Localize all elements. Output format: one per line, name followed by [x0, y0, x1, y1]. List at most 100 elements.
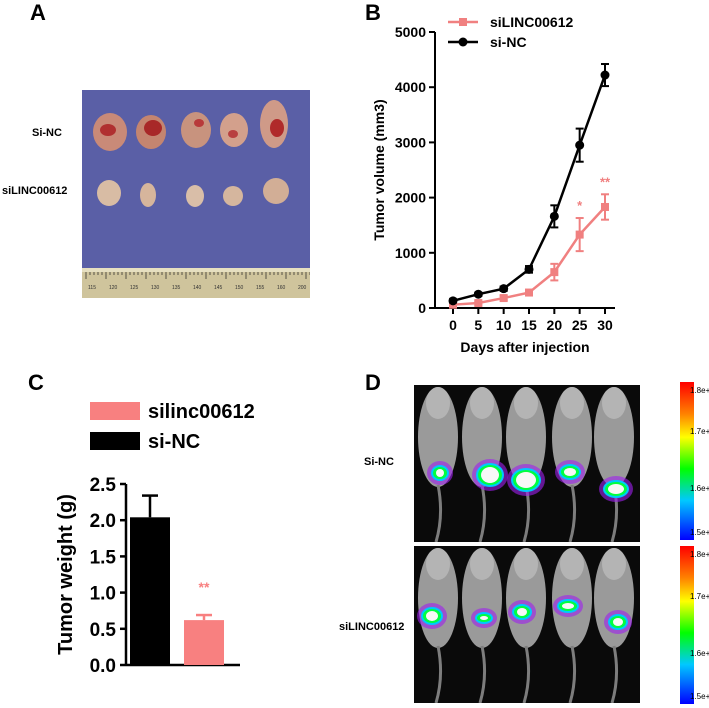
scale-bottom-min: 1.5e+003 [690, 692, 709, 701]
scale-top-mid1: 1.7e+003 [690, 427, 709, 436]
legend-marker [459, 18, 467, 26]
significance-mark: ** [600, 174, 611, 189]
signal-core [608, 484, 624, 494]
legend-label-si-NC: si-NC [490, 34, 527, 50]
tumor-row-bottom [97, 178, 289, 207]
mouse-tail [522, 645, 531, 703]
data-point-circle [448, 296, 458, 306]
scale-top-max: 1.8e+003 [690, 386, 709, 395]
ruler-tick-label: 200 [298, 285, 307, 291]
color-scale-bar-bottom [680, 546, 694, 704]
panel-letter-a: A [30, 0, 46, 25]
scale-top-labels: 1.8e+003 1.7e+003 1.6e+003 1.5e+003 [690, 382, 709, 540]
mouse-tail [568, 484, 577, 542]
signal-core [613, 618, 623, 626]
legend-swatch-si-NC [90, 432, 140, 450]
data-point-square [550, 268, 559, 277]
x-tick-label: 0 [449, 317, 457, 333]
mouse-head [602, 548, 626, 580]
tumor-photo: 115 120 125 130 135 140 145 150 155 160 200 [82, 90, 310, 298]
color-scale-bar-top [680, 382, 694, 540]
legend-label-si-NC: si-NC [148, 431, 200, 453]
ruler-tick-label: 115 [88, 285, 96, 291]
data-point-square [474, 299, 483, 308]
bioluminescence-image-bottom [414, 546, 640, 703]
panel-letter-d: D [365, 370, 381, 395]
data-point-circle [499, 284, 509, 294]
mouse-tail [478, 645, 487, 703]
y-axis-label: Tumor volume (mm3) [371, 99, 387, 240]
scale-top-mid2: 1.6e+003 [690, 484, 709, 493]
signal-core [564, 468, 576, 476]
scale-bottom-max: 1.8e+003 [690, 550, 709, 559]
data-point-circle [473, 289, 483, 299]
mouse-head [560, 387, 584, 419]
mouse-head [470, 548, 494, 580]
photo-d-row-top-label: Si-NC [364, 456, 394, 468]
mouse-body [506, 548, 546, 648]
photo-a-row-bottom-label: siLINC00612 [2, 185, 68, 197]
mouse-head [426, 387, 450, 419]
x-tick-label: 25 [572, 317, 588, 333]
ruler-tick-label: 125 [130, 285, 139, 291]
chart-c-tumor-weight: 0.0 0.5 1.0 1.5 2.0 2.5 Tumor weight (g) ** sili… [55, 401, 255, 677]
signal-core [516, 472, 536, 488]
mouse-head [426, 548, 450, 580]
x-axis-label: Days after injection [460, 339, 589, 355]
data-point-square [575, 230, 584, 239]
signal-core [562, 603, 574, 609]
mouse-body [418, 387, 458, 487]
ruler-tick-label: 130 [151, 285, 160, 291]
mouse [594, 387, 634, 542]
y-tick-label: 2.5 [90, 475, 117, 496]
mouse-tail [610, 645, 619, 703]
y-tick-label: 3000 [395, 134, 426, 150]
mouse [506, 548, 546, 703]
significance-mark: * [577, 198, 583, 213]
bar-silinc00612 [184, 620, 224, 665]
y-tick-label: 0.5 [90, 620, 117, 641]
mouse [462, 548, 502, 703]
data-point-circle [575, 140, 585, 150]
ruler-tick-label: 155 [256, 285, 265, 291]
ruler-tick-label: 145 [214, 285, 223, 291]
y-tick-label: 2000 [395, 190, 426, 206]
mouse [552, 548, 592, 703]
y-tick-label: 5000 [395, 24, 426, 40]
photo-d-row-bottom-label: siLINC00612 [339, 621, 405, 633]
mouse-head [560, 548, 584, 580]
bioluminescence-image-top [414, 385, 640, 542]
mouse-body [506, 387, 546, 487]
ruler-tick-label: 140 [193, 285, 202, 291]
x-tick-label: 5 [474, 317, 482, 333]
mouse [552, 387, 592, 542]
signal-core [517, 608, 527, 616]
scale-bottom-labels: 1.8e+003 1.7e+003 1.6e+003 1.5e+003 [690, 546, 709, 704]
x-tick-label: 30 [597, 317, 613, 333]
scale-bottom-mid1: 1.7e+003 [690, 592, 709, 601]
y-axis-label: Tumor weight (g) [55, 494, 77, 655]
panel-letter-b: B [365, 0, 381, 25]
mouse [417, 548, 458, 703]
ruler-tick-label: 120 [109, 285, 118, 291]
y-tick-label: 4000 [395, 79, 426, 95]
y-tick-label: 2.0 [90, 511, 116, 532]
mouse-body [594, 387, 634, 487]
data-point-circle [524, 264, 534, 274]
data-point-square [499, 294, 508, 303]
scale-top-min: 1.5e+003 [690, 528, 709, 537]
signal-core [426, 611, 438, 621]
data-point-square [601, 202, 609, 211]
mouse-head [470, 387, 494, 419]
ruler-tick-label: 150 [235, 285, 244, 291]
data-point-circle [549, 211, 559, 221]
x-tick-label: 10 [496, 317, 512, 333]
legend-label-silinc00612: silinc00612 [148, 401, 255, 423]
chart-b-tumor-volume: 0 1000 2000 3000 4000 5000 0 5 10 15 20 25 30 Days af… [371, 15, 615, 355]
y-tick-label: 1.0 [90, 584, 116, 605]
bar-si-NC [130, 517, 170, 665]
mouse-head [514, 387, 538, 419]
mouse-tail [478, 484, 487, 542]
mouse [594, 548, 634, 703]
legend-swatch-silinc00612 [90, 402, 140, 420]
